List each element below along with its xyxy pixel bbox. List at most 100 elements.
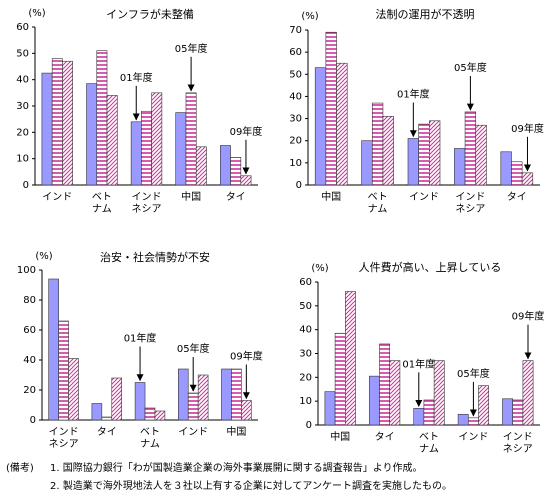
x-tick-label: 中国 bbox=[321, 190, 341, 203]
y-tick-label: 60 bbox=[289, 47, 302, 58]
annotation: 09年度 bbox=[511, 122, 544, 135]
bar bbox=[336, 62, 348, 186]
y-tick-label: 40 bbox=[16, 75, 29, 86]
x-tick-label: タイ bbox=[97, 426, 117, 438]
x-tick-label: 中国 bbox=[181, 190, 201, 203]
bar bbox=[413, 408, 425, 426]
y-tick-label: 40 bbox=[299, 325, 312, 336]
bar bbox=[361, 140, 373, 186]
y-tick-label: 100 bbox=[17, 265, 36, 276]
note: 2. 製造業で海外現地法人を３社以上有する企業に対してアンケート調査を実施したも… bbox=[50, 479, 452, 492]
y-tick-label: 60 bbox=[23, 325, 36, 336]
x-tick-label: ベトナム bbox=[140, 426, 160, 450]
bar bbox=[521, 172, 534, 186]
bar bbox=[187, 392, 199, 421]
annotation: 09年度 bbox=[512, 310, 545, 323]
bar bbox=[101, 416, 113, 421]
bar bbox=[185, 92, 197, 186]
y-axis-unit: (%) bbox=[311, 263, 328, 274]
bar bbox=[220, 145, 231, 186]
x-tick-label: 中国 bbox=[330, 430, 350, 443]
bar bbox=[151, 92, 163, 186]
annotation: 05年度 bbox=[177, 342, 210, 355]
bar bbox=[175, 112, 187, 186]
x-tick-label: 中国 bbox=[226, 425, 246, 438]
bar bbox=[379, 343, 391, 426]
bar bbox=[111, 377, 123, 421]
annotation: 01年度 bbox=[120, 71, 153, 84]
bar bbox=[240, 175, 252, 186]
y-axis-unit: (%) bbox=[28, 8, 45, 19]
x-tick-label: ベトナム bbox=[368, 191, 388, 215]
bar bbox=[407, 138, 419, 186]
x-tick-label: タイ bbox=[507, 191, 527, 203]
bar bbox=[478, 385, 490, 426]
bar bbox=[231, 368, 242, 421]
y-tick-label: 80 bbox=[23, 295, 36, 306]
bar bbox=[371, 102, 384, 186]
y-tick-label: 50 bbox=[299, 301, 312, 312]
bar bbox=[221, 368, 232, 421]
x-tick-label: ベトナム bbox=[92, 191, 112, 215]
y-axis-unit: (%) bbox=[35, 251, 52, 262]
bar bbox=[475, 124, 487, 186]
chart-title: 治安・社会情勢が不安 bbox=[100, 250, 210, 264]
x-tick-label: インド bbox=[458, 432, 488, 443]
bar bbox=[141, 110, 152, 186]
y-tick-label: 0 bbox=[306, 420, 312, 431]
bar bbox=[195, 146, 207, 186]
bar bbox=[334, 332, 346, 426]
bar bbox=[106, 95, 118, 186]
bar bbox=[48, 278, 59, 421]
y-tick-label: 60 bbox=[16, 22, 29, 33]
bar bbox=[457, 413, 469, 426]
y-tick-label: 60 bbox=[299, 277, 312, 288]
annotation: 05年度 bbox=[454, 61, 487, 74]
y-tick-label: 10 bbox=[299, 396, 312, 407]
y-tick-label: 20 bbox=[299, 372, 312, 383]
x-tick-label: インドネシア bbox=[455, 192, 485, 215]
x-tick-label: インド bbox=[409, 192, 439, 203]
y-tick-label: 0 bbox=[296, 180, 302, 191]
bar bbox=[130, 121, 142, 186]
x-tick-label: タイ bbox=[375, 431, 395, 443]
bar bbox=[154, 410, 166, 421]
bar bbox=[241, 400, 252, 421]
bar bbox=[464, 111, 477, 186]
x-tick-label: インド bbox=[42, 192, 72, 203]
bar bbox=[429, 120, 441, 186]
bar bbox=[68, 358, 79, 421]
y-axis-unit: (%) bbox=[301, 11, 318, 22]
bar bbox=[41, 72, 53, 186]
y-tick-label: 50 bbox=[16, 48, 29, 59]
y-tick-label: 20 bbox=[23, 385, 36, 396]
bar bbox=[368, 375, 380, 426]
y-tick-label: 0 bbox=[23, 180, 29, 191]
y-tick-label: 0 bbox=[30, 415, 36, 426]
annotation: 05年度 bbox=[175, 42, 208, 55]
bar bbox=[389, 360, 401, 426]
chart-title: インフラが未整備 bbox=[106, 7, 194, 21]
notes-label: (備考) bbox=[6, 461, 34, 474]
annotation: 05年度 bbox=[457, 367, 490, 380]
bar bbox=[62, 60, 73, 186]
chart-title: 法制の運用が不透明 bbox=[376, 7, 475, 21]
annotation: 01年度 bbox=[397, 88, 430, 101]
bar bbox=[454, 148, 466, 186]
bar bbox=[345, 291, 356, 426]
bar bbox=[96, 50, 108, 186]
chart-title: 人件費が高い、上昇している bbox=[359, 260, 502, 274]
note: 1. 国際協力銀行「わが国製造業企業の海外事業展開に関する調査報告」より作成。 bbox=[50, 461, 423, 474]
bar bbox=[325, 31, 337, 186]
y-tick-label: 70 bbox=[289, 25, 302, 36]
y-tick-label: 30 bbox=[299, 349, 312, 360]
annotation: 09年度 bbox=[230, 350, 263, 363]
bar bbox=[500, 151, 512, 186]
bar bbox=[423, 399, 435, 426]
bar bbox=[433, 360, 445, 426]
x-tick-label: ベトナム bbox=[419, 431, 439, 455]
bar bbox=[51, 58, 63, 186]
y-tick-label: 10 bbox=[16, 154, 29, 165]
annotation: 09年度 bbox=[230, 125, 263, 138]
y-tick-label: 10 bbox=[289, 158, 302, 169]
